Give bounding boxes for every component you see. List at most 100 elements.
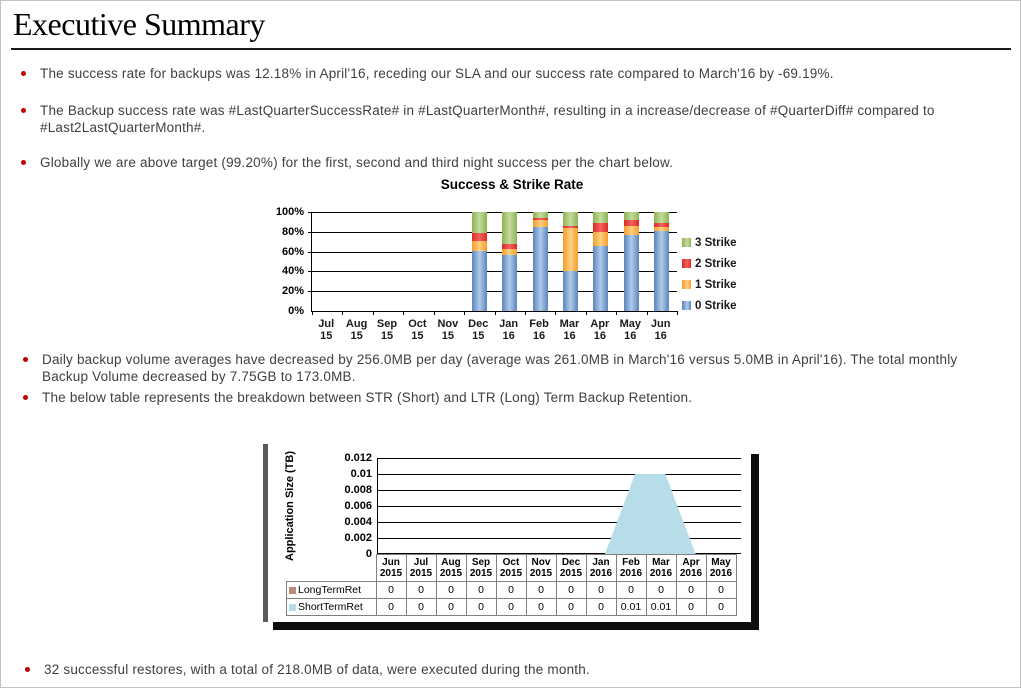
legend-label: 3 Strike <box>695 236 737 249</box>
x-axis-label: Mar 16 <box>559 318 580 342</box>
bar-segment <box>623 225 639 235</box>
value-cell: 0 <box>585 598 617 616</box>
legend-swatch <box>682 301 691 310</box>
x-axis-tick <box>403 311 405 315</box>
bar-segment <box>654 222 670 227</box>
gridline <box>378 458 741 459</box>
value-cell: 0 <box>375 581 407 599</box>
legend-swatch <box>682 259 691 268</box>
bar-segment <box>623 219 639 226</box>
chart1-ylabels: 100% 80% 60% 40% 20% 0% <box>266 206 307 317</box>
bar-segment <box>471 240 487 251</box>
gridline <box>308 231 677 233</box>
bullet-marker <box>23 395 28 400</box>
month-header-cell: Oct 2015 <box>495 554 527 582</box>
gridline <box>308 271 677 273</box>
value-cell: 0 <box>465 598 497 616</box>
bar-segment <box>623 234 639 311</box>
gridline <box>378 538 741 539</box>
legend-label: 2 Strike <box>695 257 737 270</box>
month-header-cell: Jan 2016 <box>585 554 617 582</box>
y-axis-label: 0% <box>288 305 304 317</box>
legend-label: 1 Strike <box>695 278 737 291</box>
bar-segment <box>623 212 639 220</box>
month-header-cell: Jul 2015 <box>405 554 437 582</box>
bar-segment <box>654 226 670 231</box>
chart2-ylabels: 0.012 0.01 0.008 0.006 0.004 0.002 0 <box>304 452 372 560</box>
x-axis-label: May 16 <box>619 318 641 342</box>
value-cell: 0 <box>405 581 437 599</box>
legend-swatch <box>682 238 691 247</box>
x-axis-label: Nov 15 <box>437 318 459 342</box>
gridline <box>378 506 741 507</box>
table-row: ShortTermRet 0 0 0 0 0 0 0 0 0.01 0.01 0 0 <box>286 598 737 616</box>
page-title: Executive Summary <box>13 6 265 42</box>
y-axis-label: 80% <box>281 225 304 238</box>
y-axis-label: 0.012 <box>344 452 372 464</box>
value-cell: 0 <box>495 598 527 616</box>
bullet-item: The Backup success rate was #LastQuarter… <box>21 102 1011 136</box>
bullet-marker <box>21 108 26 113</box>
bar-segment <box>502 212 518 244</box>
x-axis-tick <box>342 311 344 315</box>
bar-segment <box>502 243 518 249</box>
y-axis-label: 100% <box>275 206 304 218</box>
bullet-text: Daily backup volume averages have decrea… <box>42 352 958 384</box>
x-axis-tick <box>616 311 618 315</box>
month-header-cell: Jun 2015 <box>375 554 407 582</box>
value-cell: 0 <box>675 598 707 616</box>
value-cell: 0.01 <box>615 598 647 616</box>
bar-segment <box>563 227 579 272</box>
y-axis-title: Application Size (TB) <box>284 451 296 561</box>
x-axis-tick <box>524 311 526 315</box>
y-axis-label: 0 <box>365 548 372 560</box>
bar-segment <box>532 226 548 311</box>
y-axis-label: 0.006 <box>344 500 372 512</box>
x-axis-tick <box>372 311 374 315</box>
y-axis-label: 20% <box>281 285 304 298</box>
chart1-xlabels: Jul 15 Aug 15 Sep 15 Oct 15 Nov 15 Dec 15 Jan 16 Feb 1… <box>311 318 676 342</box>
retention-table: Jun 2015 Jul 2015 Aug 2015 Sep 2015 Oct 2015 Nov 20… <box>286 554 737 616</box>
bullet-text: 32 successful restores, with a total of … <box>44 662 590 677</box>
bar-segment <box>532 219 548 227</box>
month-header-cell: Sep 2015 <box>465 554 497 582</box>
value-cell: 0 <box>555 581 587 599</box>
bullet-marker <box>21 71 26 76</box>
retention-chart: Application Size (TB) 0.012 0.01 0.008 0.00… <box>263 444 751 622</box>
value-cell: 0 <box>615 581 647 599</box>
series-label-cell: LongTermRet <box>286 581 377 599</box>
bullet-item: The below table represents the breakdown… <box>23 389 943 406</box>
bar-segment <box>502 254 518 311</box>
month-header-cell: Apr 2016 <box>675 554 707 582</box>
legend-item: 0 Strike <box>682 299 737 312</box>
chart2-plot <box>377 458 741 554</box>
x-axis-tick <box>433 311 435 315</box>
value-cell: 0 <box>435 598 467 616</box>
value-cell: 0 <box>525 598 557 616</box>
bullet-item: 32 successful restores, with a total of … <box>25 661 785 678</box>
month-header-cell: Nov 2015 <box>525 554 557 582</box>
legend-item: 1 Strike <box>682 278 737 291</box>
value-cell: 0 <box>465 581 497 599</box>
chart1-plot <box>308 212 678 315</box>
x-axis-tick <box>555 311 557 315</box>
x-axis-tick <box>677 311 678 315</box>
gridline <box>308 212 677 213</box>
x-axis-label: Feb 16 <box>529 318 549 342</box>
value-cell: 0 <box>405 598 437 616</box>
value-cell: 0 <box>645 581 677 599</box>
legend-label: 0 Strike <box>695 299 737 312</box>
gridline <box>378 490 741 491</box>
bar-segment <box>471 250 487 311</box>
bullet-marker <box>23 357 28 362</box>
bullet-marker <box>25 667 30 672</box>
bar-segment <box>532 212 548 218</box>
x-axis-tick <box>585 311 587 315</box>
bar-segment <box>593 222 609 232</box>
bar-segment <box>593 231 609 246</box>
month-header-cell: Mar 2016 <box>645 554 677 582</box>
table-row: LongTermRet 0 0 0 0 0 0 0 0 0 0 0 0 <box>286 581 737 599</box>
bar-segment <box>563 225 579 228</box>
gridline <box>378 522 741 523</box>
